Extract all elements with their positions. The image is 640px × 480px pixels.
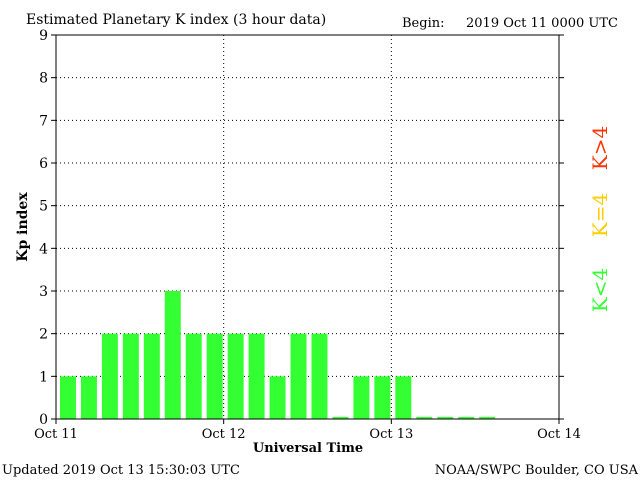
kp-bar: [332, 416, 349, 419]
x-tick-label: Oct 14: [537, 427, 581, 442]
chart-title: Estimated Planetary K index (3 hour data…: [26, 12, 326, 28]
kp-bar: [395, 376, 412, 419]
legend-high: K>4: [588, 126, 612, 170]
x-tick-label: Oct 13: [369, 427, 413, 442]
x-axis-ticks: Oct 11 Oct 12 Oct 13 Oct 14: [34, 419, 581, 442]
kp-bar: [353, 376, 370, 419]
kp-bar: [206, 333, 223, 419]
legend-mid: K=4: [588, 193, 612, 237]
kp-bar: [311, 333, 328, 419]
begin-value: 2019 Oct 11 0000 UTC: [466, 16, 618, 31]
y-tick-label: 4: [39, 241, 48, 257]
x-tick-label: Oct 12: [202, 427, 246, 442]
kp-bar: [458, 416, 475, 419]
y-tick-label: 2: [39, 327, 48, 343]
source-text: NOAA/SWPC Boulder, CO USA: [435, 463, 639, 478]
y-axis-ticks: 0 1 2 3 4 5 6 7 8 9: [39, 28, 564, 428]
legend-low: K<4: [588, 268, 612, 312]
updated-text: Updated 2019 Oct 13 15:30:03 UTC: [2, 463, 240, 478]
kp-bar: [269, 376, 286, 419]
kp-bar: [122, 333, 139, 419]
kp-bar: [290, 333, 307, 419]
y-axis-label: Kp index: [15, 192, 31, 262]
y-tick-label: 0: [39, 412, 48, 428]
kp-bar: [416, 416, 433, 419]
y-tick-label: 3: [39, 284, 48, 300]
bars: [60, 291, 496, 419]
kp-bar: [374, 376, 391, 419]
kp-bar: [143, 333, 160, 419]
begin-label: Begin:: [402, 16, 444, 31]
kp-bar: [227, 333, 244, 419]
y-tick-label: 9: [39, 28, 48, 44]
grid-lines: [56, 35, 559, 419]
kp-bar: [248, 333, 265, 419]
x-tick-label: Oct 11: [34, 427, 78, 442]
kp-bar: [479, 416, 496, 419]
kp-bar: [437, 416, 454, 419]
kp-bar: [101, 333, 118, 419]
kp-bar: [80, 376, 97, 419]
y-tick-label: 7: [39, 113, 48, 129]
kp-bar: [60, 376, 76, 419]
kp-bar: [164, 291, 181, 419]
y-tick-label: 5: [39, 199, 48, 215]
plot-frame: [55, 34, 560, 420]
kp-bar: [185, 333, 202, 419]
y-tick-label: 6: [39, 156, 48, 172]
y-tick-label: 8: [39, 71, 48, 87]
y-tick-label: 1: [39, 369, 48, 385]
x-axis-label: Universal Time: [253, 441, 363, 456]
